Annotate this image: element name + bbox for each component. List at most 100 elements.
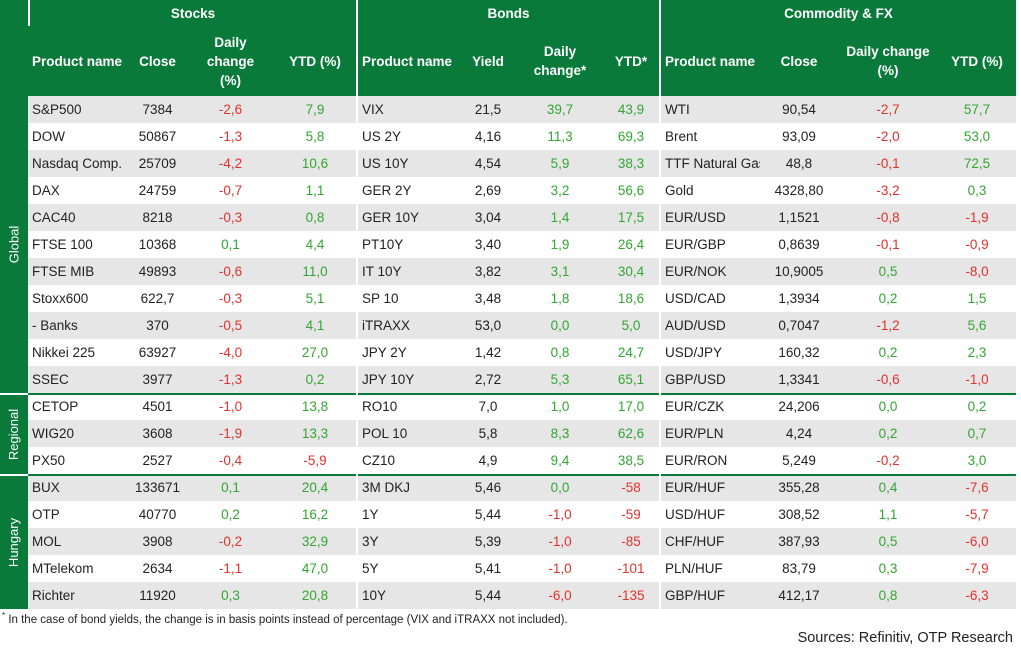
bond-value-cell: 4,9 <box>459 447 517 474</box>
fx-product-name-cell: USD/CAD <box>659 285 760 312</box>
bond-value-cell: 7,0 <box>459 393 517 420</box>
group-label-text: Global <box>6 225 22 264</box>
fx-ytd-cell: 2,3 <box>938 339 1016 366</box>
bond-ytd-cell: 38,5 <box>603 447 659 474</box>
commodity-section-header: Commodity & FX <box>659 0 1016 26</box>
fx-daily-change-cell: 0,0 <box>838 393 938 420</box>
fx-daily-change-cell: -0,2 <box>838 447 938 474</box>
bond-value-cell: 3,04 <box>459 204 517 231</box>
stock-daily-change-cell: -1,9 <box>187 420 274 447</box>
bond-ytd-cell: 56,6 <box>603 177 659 204</box>
fx-product-name-cell: EUR/CZK <box>659 393 760 420</box>
bond-value-cell: 1,42 <box>459 339 517 366</box>
bond-ytd-cell: -58 <box>603 474 659 501</box>
stock-value-cell: 133671 <box>128 474 187 501</box>
fx-daily-change-cell: 0,3 <box>838 555 938 582</box>
stock-product-name-cell: Richter <box>28 582 128 609</box>
fx-ytd-cell: 53,0 <box>938 123 1016 150</box>
bond-value-cell: 53,0 <box>459 312 517 339</box>
stock-daily-change-cell: -2,6 <box>187 96 274 123</box>
corner-cell <box>0 26 28 96</box>
bond-daily-change-cell: 5,3 <box>517 366 603 393</box>
fx-value-cell: 387,93 <box>760 528 838 555</box>
bond-product-name-cell: 5Y <box>356 555 459 582</box>
stock-daily-change-cell: 0,2 <box>187 501 274 528</box>
col-header-stock-daily: Daily change (%) <box>187 26 274 96</box>
fx-value-cell: 90,54 <box>760 96 838 123</box>
bond-daily-change-cell: 1,8 <box>517 285 603 312</box>
bond-ytd-cell: 17,0 <box>603 393 659 420</box>
bond-daily-change-cell: -6,0 <box>517 582 603 609</box>
fx-product-name-cell: GBP/USD <box>659 366 760 393</box>
fx-product-name-cell: EUR/PLN <box>659 420 760 447</box>
fx-ytd-cell: 0,7 <box>938 420 1016 447</box>
stock-product-name-cell: Nikkei 225 <box>28 339 128 366</box>
bond-product-name-cell: 3Y <box>356 528 459 555</box>
col-header-stock-product: Product name <box>28 26 128 96</box>
fx-value-cell: 355,28 <box>760 474 838 501</box>
fx-daily-change-cell: 1,1 <box>838 501 938 528</box>
bond-ytd-cell: 69,3 <box>603 123 659 150</box>
fx-product-name-cell: PLN/HUF <box>659 555 760 582</box>
col-header-bond-yield: Yield <box>459 26 517 96</box>
fx-product-name-cell: EUR/HUF <box>659 474 760 501</box>
fx-ytd-cell: -6,0 <box>938 528 1016 555</box>
stock-ytd-cell: 13,3 <box>274 420 356 447</box>
stock-ytd-cell: -5,9 <box>274 447 356 474</box>
stock-daily-change-cell: -0,3 <box>187 204 274 231</box>
bond-ytd-cell: -85 <box>603 528 659 555</box>
fx-value-cell: 4328,80 <box>760 177 838 204</box>
stock-ytd-cell: 4,4 <box>274 231 356 258</box>
stock-ytd-cell: 4,1 <box>274 312 356 339</box>
bond-daily-change-cell: 3,1 <box>517 258 603 285</box>
bond-value-cell: 3,82 <box>459 258 517 285</box>
col-header-fx-daily: Daily change (%) <box>838 26 938 96</box>
bond-value-cell: 5,46 <box>459 474 517 501</box>
table-body: Global S&P500 7384 -2,6 7,9 VIX 21,5 39,7 43,9 WT… <box>0 96 1016 609</box>
stock-value-cell: 3977 <box>128 366 187 393</box>
stock-ytd-cell: 0,8 <box>274 204 356 231</box>
fx-ytd-cell: 0,2 <box>938 393 1016 420</box>
stock-product-name-cell: WIG20 <box>28 420 128 447</box>
footnote-text: In the case of bond yields, the change i… <box>8 613 568 626</box>
bond-ytd-cell: 18,6 <box>603 285 659 312</box>
stock-daily-change-cell: -4,2 <box>187 150 274 177</box>
stock-ytd-cell: 5,8 <box>274 123 356 150</box>
stock-product-name-cell: Stoxx600 <box>28 285 128 312</box>
bond-ytd-cell: 26,4 <box>603 231 659 258</box>
fx-product-name-cell: CHF/HUF <box>659 528 760 555</box>
fx-product-name-cell: Brent <box>659 123 760 150</box>
stock-value-cell: 50867 <box>128 123 187 150</box>
stock-daily-change-cell: -0,3 <box>187 285 274 312</box>
fx-value-cell: 83,79 <box>760 555 838 582</box>
stock-value-cell: 3908 <box>128 528 187 555</box>
group-label-text: Hungary <box>6 517 22 568</box>
stock-product-name-cell: PX50 <box>28 447 128 474</box>
fx-value-cell: 1,3341 <box>760 366 838 393</box>
stock-value-cell: 7384 <box>128 96 187 123</box>
bond-product-name-cell: iTRAXX <box>356 312 459 339</box>
bond-value-cell: 3,48 <box>459 285 517 312</box>
bond-product-name-cell: JPY 2Y <box>356 339 459 366</box>
bond-product-name-cell: US 2Y <box>356 123 459 150</box>
stock-product-name-cell: DAX <box>28 177 128 204</box>
stock-daily-change-cell: -1,3 <box>187 366 274 393</box>
fx-value-cell: 308,52 <box>760 501 838 528</box>
fx-value-cell: 5,249 <box>760 447 838 474</box>
footnote-mark: * <box>2 611 6 620</box>
bond-daily-change-cell: 11,3 <box>517 123 603 150</box>
stock-daily-change-cell: 0,1 <box>187 231 274 258</box>
bond-daily-change-cell: -1,0 <box>517 555 603 582</box>
bond-daily-change-cell: 39,7 <box>517 96 603 123</box>
stock-product-name-cell: - Banks <box>28 312 128 339</box>
bond-product-name-cell: JPY 10Y <box>356 366 459 393</box>
group-label-regional: Regional <box>0 393 28 474</box>
bond-daily-change-cell: 1,9 <box>517 231 603 258</box>
fx-daily-change-cell: 0,2 <box>838 285 938 312</box>
corner-cell <box>0 0 28 26</box>
fx-value-cell: 10,9005 <box>760 258 838 285</box>
bond-daily-change-cell: 0,8 <box>517 339 603 366</box>
fx-daily-change-cell: -2,0 <box>838 123 938 150</box>
fx-ytd-cell: -5,7 <box>938 501 1016 528</box>
fx-ytd-cell: 1,5 <box>938 285 1016 312</box>
